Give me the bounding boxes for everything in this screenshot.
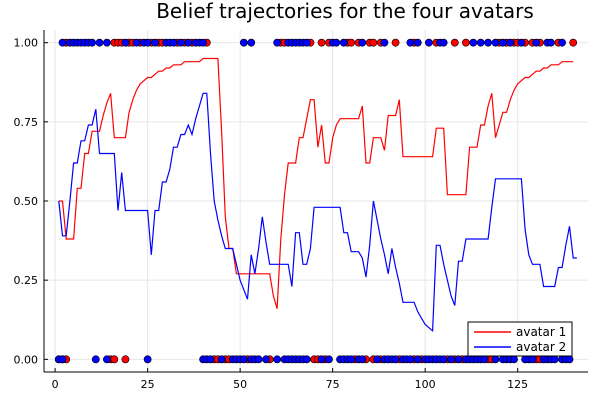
scatter-point-top <box>380 38 389 47</box>
scatter-point-top <box>151 38 159 47</box>
scatter-point-top <box>177 38 185 47</box>
x-tick-label: 75 <box>326 378 340 391</box>
scatter-point-bottom <box>447 355 455 364</box>
y-tick-label: 1.00 <box>14 37 39 50</box>
scatter-point-top <box>450 38 459 47</box>
x-tick-label: 50 <box>233 378 247 391</box>
series-lines <box>58 57 577 333</box>
y-tick-label: 0.00 <box>14 353 39 366</box>
y-tick-label: 0.50 <box>14 195 39 208</box>
scatter-point-top <box>132 38 141 47</box>
scatter-point-top <box>569 38 578 47</box>
scatter-point-top <box>358 38 367 47</box>
scatter-point-bottom <box>58 355 67 364</box>
scatter-point-top <box>184 38 193 47</box>
scatter-point-top <box>484 38 492 47</box>
scatter-point-top <box>95 38 104 47</box>
legend: avatar 1 avatar 2 <box>467 321 573 357</box>
scatter-point-top <box>532 38 541 47</box>
x-tick-label: 100 <box>415 378 436 391</box>
scatter-point-bottom <box>103 355 111 364</box>
legend-box <box>467 321 573 357</box>
scatter-point-top <box>143 38 152 47</box>
scatter-point-bottom <box>325 355 333 364</box>
scatter-point-top <box>103 38 111 47</box>
scatter-point-bottom <box>528 355 537 364</box>
scatter-point-top <box>317 38 326 47</box>
scatter-point-bottom <box>550 355 559 364</box>
scatter-point-bottom <box>239 355 248 364</box>
scatter-point-bottom <box>510 355 518 364</box>
y-tick-label: 0.75 <box>14 116 39 129</box>
grid-lines <box>44 30 588 372</box>
scatter-point-top <box>347 38 356 47</box>
scatter-point-top <box>424 38 433 47</box>
y-tick-label: 0.25 <box>14 274 39 287</box>
legend-label-avatar-1: avatar 1 <box>516 325 566 339</box>
scatter-point-bottom <box>413 355 422 364</box>
scatter-point-bottom <box>121 355 130 364</box>
scatter-point-top <box>491 38 500 47</box>
scatter-point-top <box>302 38 311 47</box>
scatter-point-top <box>461 38 470 47</box>
scatter-point-bottom <box>391 355 400 364</box>
scatter-point-bottom <box>143 355 152 364</box>
scatter-point-top <box>169 38 178 47</box>
scatter-point-top <box>332 38 341 47</box>
scatter-point-bottom <box>454 355 463 364</box>
scatter-markers <box>54 38 578 364</box>
x-tick-label: 0 <box>52 378 59 391</box>
scatter-point-top <box>369 38 378 47</box>
scatter-point-bottom <box>406 355 415 364</box>
scatter-point-bottom <box>206 355 215 364</box>
chart-title: Belief trajectories for the four avatars <box>156 0 534 23</box>
scatter-point-bottom <box>373 355 381 364</box>
scatter-point-top <box>413 38 422 47</box>
scatter-point-top <box>88 38 97 47</box>
scatter-point-top <box>239 38 248 47</box>
tick-labels: 0 25 50 75 100 125 0.00 0.25 0.50 0.75 1.00 <box>14 37 529 391</box>
scatter-point-top <box>476 38 485 47</box>
scatter-point-top <box>498 38 507 47</box>
scatter-point-bottom <box>302 355 311 364</box>
scatter-point-bottom <box>91 355 100 364</box>
series-line-avatar-2 <box>58 92 577 333</box>
scatter-point-top <box>506 38 515 47</box>
scatter-point-top <box>406 38 415 47</box>
scatter-point-top <box>199 38 208 47</box>
scatter-point-top <box>547 38 555 47</box>
scatter-point-top <box>58 38 67 47</box>
scatter-point-bottom <box>254 355 263 364</box>
scatter-point-bottom <box>273 355 282 364</box>
scatter-point-top <box>247 38 256 47</box>
scatter-point-bottom <box>317 355 326 364</box>
scatter-point-top <box>469 38 478 47</box>
scatter-point-top <box>121 38 130 47</box>
scatter-point-bottom <box>217 355 226 364</box>
scatter-point-top <box>391 38 400 47</box>
scatter-point-top <box>273 38 282 47</box>
scatter-point-bottom <box>110 355 119 364</box>
x-tick-label: 125 <box>507 378 528 391</box>
scatter-point-top <box>517 38 526 47</box>
series-line-avatar-1 <box>58 57 574 309</box>
scatter-point-bottom <box>491 355 500 364</box>
scatter-point-bottom <box>347 355 356 364</box>
legend-label-avatar-2: avatar 2 <box>516 340 566 354</box>
scatter-point-bottom <box>439 355 448 364</box>
scatter-point-bottom <box>262 355 270 364</box>
scatter-point-top <box>339 38 348 47</box>
scatter-point-top <box>439 38 448 47</box>
scatter-point-top <box>558 38 566 47</box>
x-tick-label: 25 <box>141 378 155 391</box>
scatter-point-bottom <box>480 355 489 364</box>
scatter-point-bottom <box>565 355 574 364</box>
scatter-point-bottom <box>358 355 367 364</box>
